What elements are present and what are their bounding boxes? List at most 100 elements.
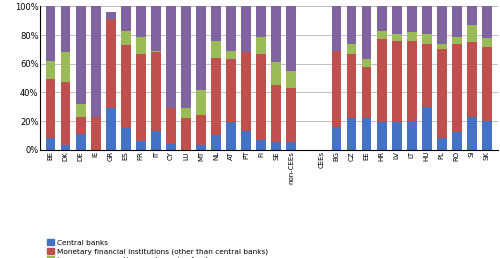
Bar <box>226 51 236 59</box>
Bar <box>482 46 492 121</box>
Bar <box>422 107 432 150</box>
Bar <box>346 44 356 54</box>
Bar <box>60 52 70 82</box>
Bar <box>376 39 386 123</box>
Bar <box>392 6 402 34</box>
Bar <box>256 6 266 37</box>
Bar <box>452 37 462 44</box>
Bar <box>482 121 492 150</box>
Bar <box>332 51 342 127</box>
Bar <box>242 52 251 131</box>
Bar <box>482 38 492 46</box>
Bar <box>136 54 145 141</box>
Bar <box>332 127 342 150</box>
Bar <box>106 12 116 19</box>
Bar <box>151 131 161 150</box>
Bar <box>226 123 236 150</box>
Bar <box>422 44 432 107</box>
Bar <box>181 118 191 150</box>
Bar <box>136 6 145 37</box>
Bar <box>272 6 281 62</box>
Bar <box>482 6 492 38</box>
Bar <box>196 90 206 115</box>
Bar <box>76 117 86 134</box>
Bar <box>151 6 161 51</box>
Bar <box>46 138 56 150</box>
Bar <box>121 6 130 31</box>
Bar <box>272 62 281 85</box>
Bar <box>272 85 281 142</box>
Bar <box>422 34 432 44</box>
Bar <box>392 34 402 41</box>
Bar <box>76 6 86 104</box>
Bar <box>76 134 86 150</box>
Bar <box>376 123 386 150</box>
Bar <box>467 25 477 42</box>
Bar <box>46 6 56 61</box>
Bar <box>256 37 266 54</box>
Bar <box>91 6 101 117</box>
Bar <box>392 123 402 150</box>
Bar <box>452 132 462 150</box>
Bar <box>76 104 86 117</box>
Bar <box>407 6 416 32</box>
Bar <box>362 59 372 67</box>
Bar <box>407 41 416 121</box>
Bar <box>136 37 145 54</box>
Bar <box>392 41 402 123</box>
Bar <box>226 59 236 123</box>
Bar <box>376 6 386 31</box>
Bar <box>151 51 161 52</box>
Bar <box>211 6 221 41</box>
Bar <box>346 6 356 44</box>
Bar <box>211 41 221 58</box>
Bar <box>60 82 70 145</box>
Bar <box>256 54 266 140</box>
Bar <box>46 79 56 138</box>
Bar <box>91 117 101 150</box>
Bar <box>181 108 191 118</box>
Bar <box>106 108 116 150</box>
Bar <box>407 32 416 41</box>
Bar <box>346 54 356 118</box>
Bar <box>60 145 70 150</box>
Bar <box>226 6 236 51</box>
Bar <box>437 138 446 150</box>
Bar <box>286 88 296 142</box>
Bar <box>362 6 372 59</box>
Bar <box>196 6 206 90</box>
Bar <box>151 52 161 131</box>
Bar <box>136 141 145 150</box>
Bar <box>362 67 372 118</box>
Bar <box>286 142 296 150</box>
Bar <box>121 45 130 128</box>
Bar <box>272 142 281 150</box>
Bar <box>467 6 477 25</box>
Bar <box>106 19 116 108</box>
Bar <box>166 108 176 144</box>
Bar <box>332 6 342 51</box>
Bar <box>256 140 266 150</box>
Bar <box>407 121 416 150</box>
Bar <box>46 61 56 79</box>
Bar <box>452 44 462 132</box>
Bar <box>211 58 221 135</box>
Bar <box>242 131 251 150</box>
Bar <box>346 118 356 150</box>
Bar <box>211 135 221 150</box>
Bar <box>467 42 477 117</box>
Bar <box>181 6 191 108</box>
Bar <box>286 71 296 88</box>
Bar <box>121 128 130 150</box>
Bar <box>286 6 296 71</box>
Bar <box>422 6 432 34</box>
Bar <box>437 44 446 50</box>
Bar <box>437 6 446 44</box>
Bar <box>196 115 206 145</box>
Bar <box>196 145 206 150</box>
Bar <box>362 118 372 150</box>
Bar <box>437 50 446 138</box>
Legend: Central banks, Monetary financial institutions (other than central banks), Insur: Central banks, Monetary financial instit… <box>44 236 271 258</box>
Bar <box>242 6 251 52</box>
Bar <box>121 31 130 45</box>
